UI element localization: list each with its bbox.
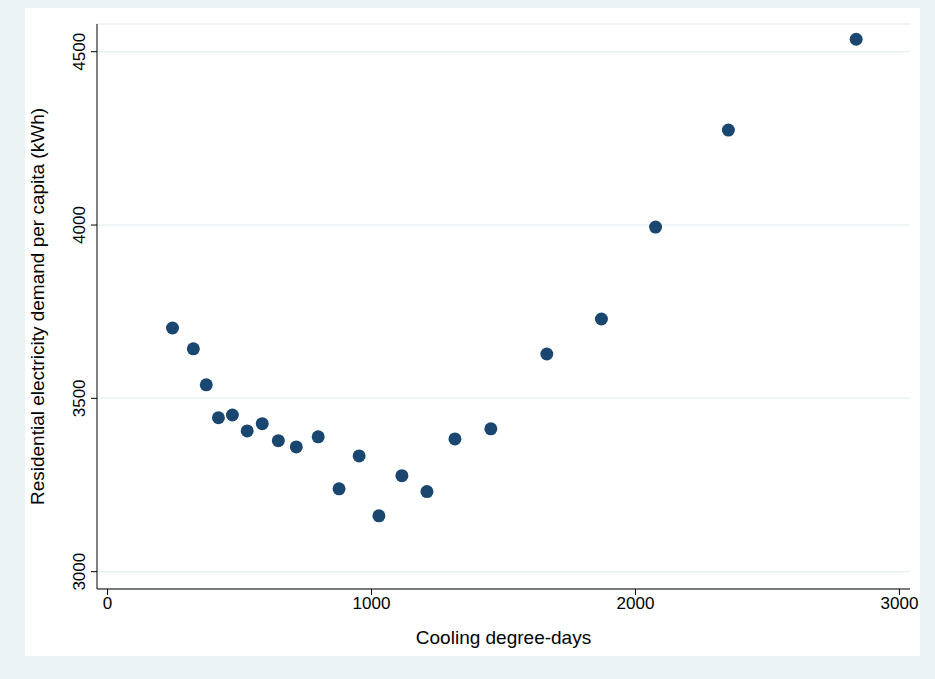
svg-text:3000: 3000 bbox=[881, 594, 919, 613]
svg-text:1000: 1000 bbox=[353, 594, 391, 613]
svg-text:Cooling degree-days: Cooling degree-days bbox=[416, 627, 591, 648]
svg-text:3000: 3000 bbox=[70, 553, 89, 591]
svg-text:Residential electricity demand: Residential electricity demand per capit… bbox=[27, 108, 48, 505]
svg-text:4000: 4000 bbox=[70, 206, 89, 244]
svg-text:0: 0 bbox=[103, 594, 112, 613]
svg-text:3500: 3500 bbox=[70, 379, 89, 417]
svg-text:2000: 2000 bbox=[617, 594, 655, 613]
svg-text:4500: 4500 bbox=[70, 33, 89, 71]
